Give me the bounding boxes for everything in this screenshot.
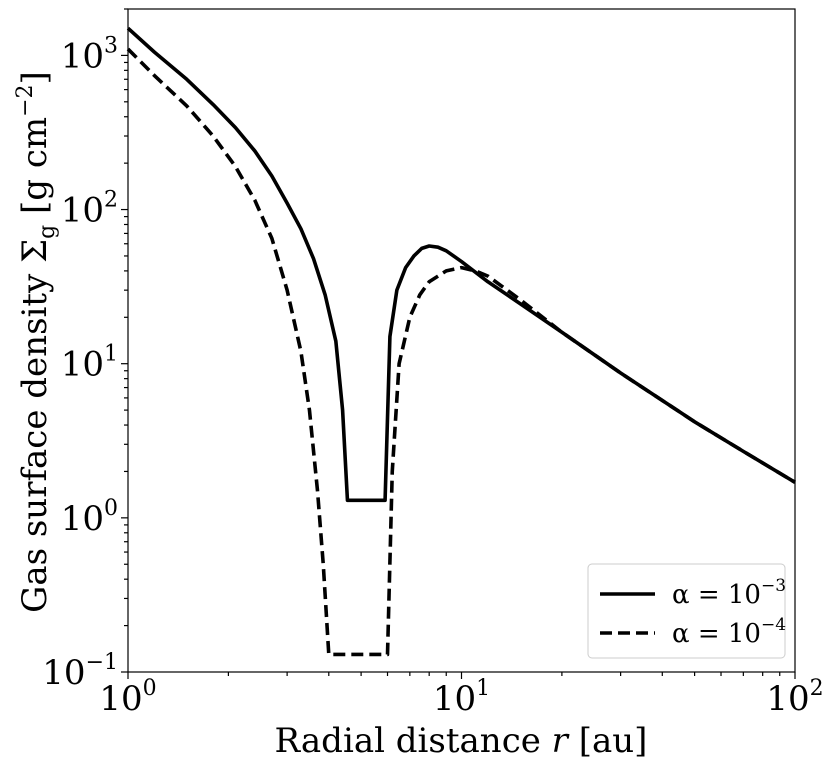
x-tick-label: 102 [766,676,823,719]
x-tick-label: 101 [433,676,490,719]
x-tick-label: 100 [99,676,156,719]
plot-area [126,26,796,657]
y-axis-label: Gas surface density Σg [g cm−2] [13,71,60,613]
series-line-alpha-1e-3 [126,26,796,503]
y-tick-label: 101 [61,342,118,385]
series-line-alpha-1e-4 [126,47,796,657]
y-tick-label: 102 [61,188,118,231]
y-tick-label: 100 [61,496,118,539]
legend: α = 10−3 α = 10−4 [587,563,786,659]
y-tick-label: 103 [61,33,118,76]
y-tick-label: 10−1 [42,650,118,693]
x-axis-label: Radial distance r [au] [275,721,648,761]
legend-label-alpha-1e-3: α = 10−3 [672,576,786,610]
legend-label-alpha-1e-4: α = 10−4 [672,615,786,649]
